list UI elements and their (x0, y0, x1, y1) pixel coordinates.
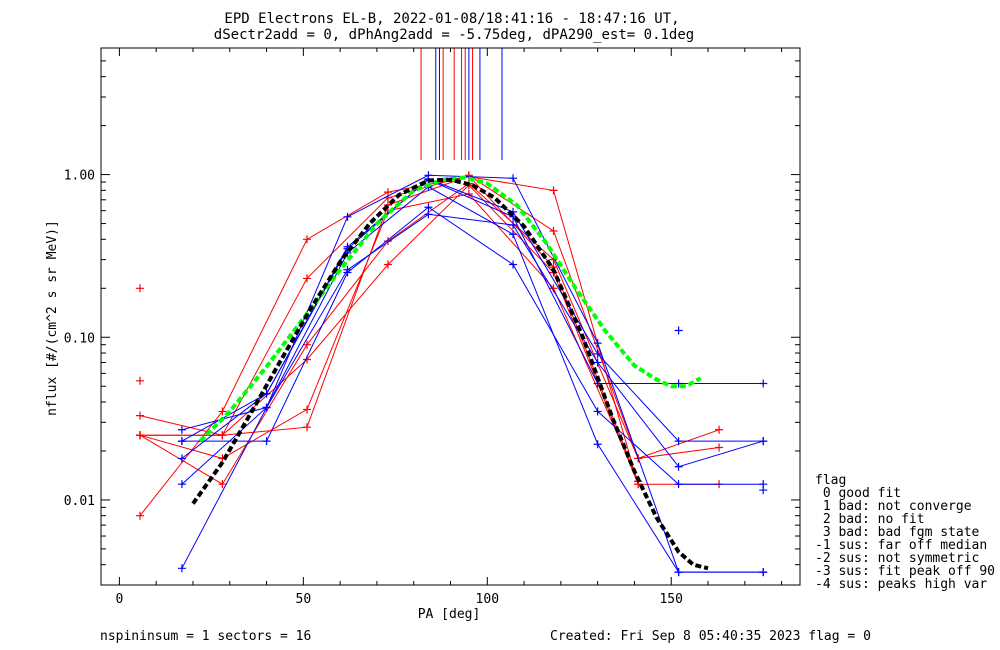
data-point-blue (509, 220, 518, 229)
y-tick-label: 0.10 (64, 331, 95, 346)
data-point-red (135, 431, 144, 440)
flag-legend: flag 0 good fit 1 bad: not converge 2 ba… (815, 473, 995, 592)
data-point-red (135, 284, 144, 293)
data-point-blue (343, 212, 352, 221)
legend-item: -1 sus: far off median (815, 538, 987, 553)
data-point-red (715, 425, 724, 434)
data-point-blue (593, 349, 602, 358)
series-line-red (139, 193, 639, 482)
series-line-blue (181, 178, 764, 442)
legend-item: -2 sus: not symmetric (815, 551, 979, 566)
data-point-blue (674, 326, 683, 335)
data-point-red (549, 227, 558, 236)
series-line-blue (181, 174, 764, 573)
series-line-blue (181, 213, 764, 468)
x-tick-label: 0 (115, 592, 123, 607)
data-point-blue (593, 339, 602, 348)
footer-right: Created: Fri Sep 8 05:40:35 2023 flag = … (550, 629, 871, 644)
series-line-blue (181, 179, 764, 459)
data-point-blue (177, 480, 186, 489)
data-point-blue (674, 480, 683, 489)
x-tick-label: 50 (296, 592, 312, 607)
data-point-blue (593, 407, 602, 416)
data-point-blue (674, 437, 683, 446)
x-axis-label: PA [deg] (418, 607, 481, 622)
data-point-blue (674, 568, 683, 577)
fit-curve-green (198, 175, 702, 443)
data-point-red (218, 431, 227, 440)
data-point-red (383, 237, 392, 246)
axis-ticks: 0 50 100 150 0.01 0.10 1.00 (64, 47, 800, 607)
chart-title-line1: EPD Electrons EL-B, 2022-01-08/18:41:16 … (224, 11, 679, 27)
x-tick-label: 150 (659, 592, 682, 607)
data-point-blue (759, 437, 768, 446)
y-tick-label: 0.01 (64, 494, 95, 509)
legend-item: 1 bad: not converge (815, 499, 972, 514)
data-point-red (383, 260, 392, 269)
data-point-red (303, 274, 312, 283)
footer-left: nspininsum = 1 sectors = 16 (100, 629, 311, 644)
y-tick-label: 1.00 (64, 169, 95, 184)
fit-curves (191, 175, 709, 571)
data-point-red (135, 511, 144, 520)
data-point-blue (177, 437, 186, 446)
data-point-blue (674, 462, 683, 471)
series-line-red (140, 184, 639, 485)
legend-item: 3 bad: bad fgm state (815, 525, 980, 540)
data-series (135, 171, 768, 577)
series-line-blue (181, 186, 764, 573)
data-markers (135, 284, 768, 495)
data-point-blue (177, 564, 186, 573)
data-point-red (135, 376, 144, 385)
data-point-blue (177, 425, 186, 434)
data-point-blue (593, 440, 602, 449)
data-point-blue (424, 203, 433, 212)
data-point-red (303, 423, 312, 432)
y-axis-label: nflux [#/(cm^2 s sr MeV)] (45, 220, 60, 416)
series-line-red (140, 175, 639, 482)
chart-title-line2: dSectr2add = 0, dPhAng2add = -5.75deg, d… (214, 27, 694, 43)
data-point-blue (509, 260, 518, 269)
data-point-blue (593, 358, 602, 367)
data-point-blue (262, 437, 271, 446)
data-point-blue (759, 379, 768, 388)
legend-item: -3 sus: fit peak off 90 (815, 564, 995, 579)
legend-item: -4 sus: peaks high var (815, 577, 987, 592)
data-point-blue (509, 174, 518, 183)
data-point-blue (262, 403, 271, 412)
legend-item: 2 bad: no fit (815, 512, 925, 527)
data-point-red (549, 186, 558, 195)
data-point-red (303, 340, 312, 349)
plot-frame (100, 47, 801, 586)
peak-marker-lines (420, 48, 503, 160)
data-point-red (218, 480, 227, 489)
data-point-red (218, 407, 227, 416)
data-point-blue (759, 568, 768, 577)
data-point-blue (759, 486, 768, 495)
plot-border (100, 47, 801, 586)
data-point-blue (509, 230, 518, 239)
x-tick-label: 100 (476, 592, 499, 607)
legend-item: 0 good fit (815, 486, 901, 501)
data-point-red (135, 411, 144, 420)
data-point-blue (343, 265, 352, 274)
legend-title: flag (815, 473, 846, 488)
data-point-red (715, 443, 724, 452)
fit-curve-black (191, 177, 709, 571)
series-line-blue (181, 206, 764, 485)
data-point-blue (674, 379, 683, 388)
data-point-blue (177, 454, 186, 463)
series-line-red (139, 182, 720, 485)
data-point-red (303, 405, 312, 414)
data-point-blue (424, 210, 433, 219)
data-point-red (303, 235, 312, 244)
